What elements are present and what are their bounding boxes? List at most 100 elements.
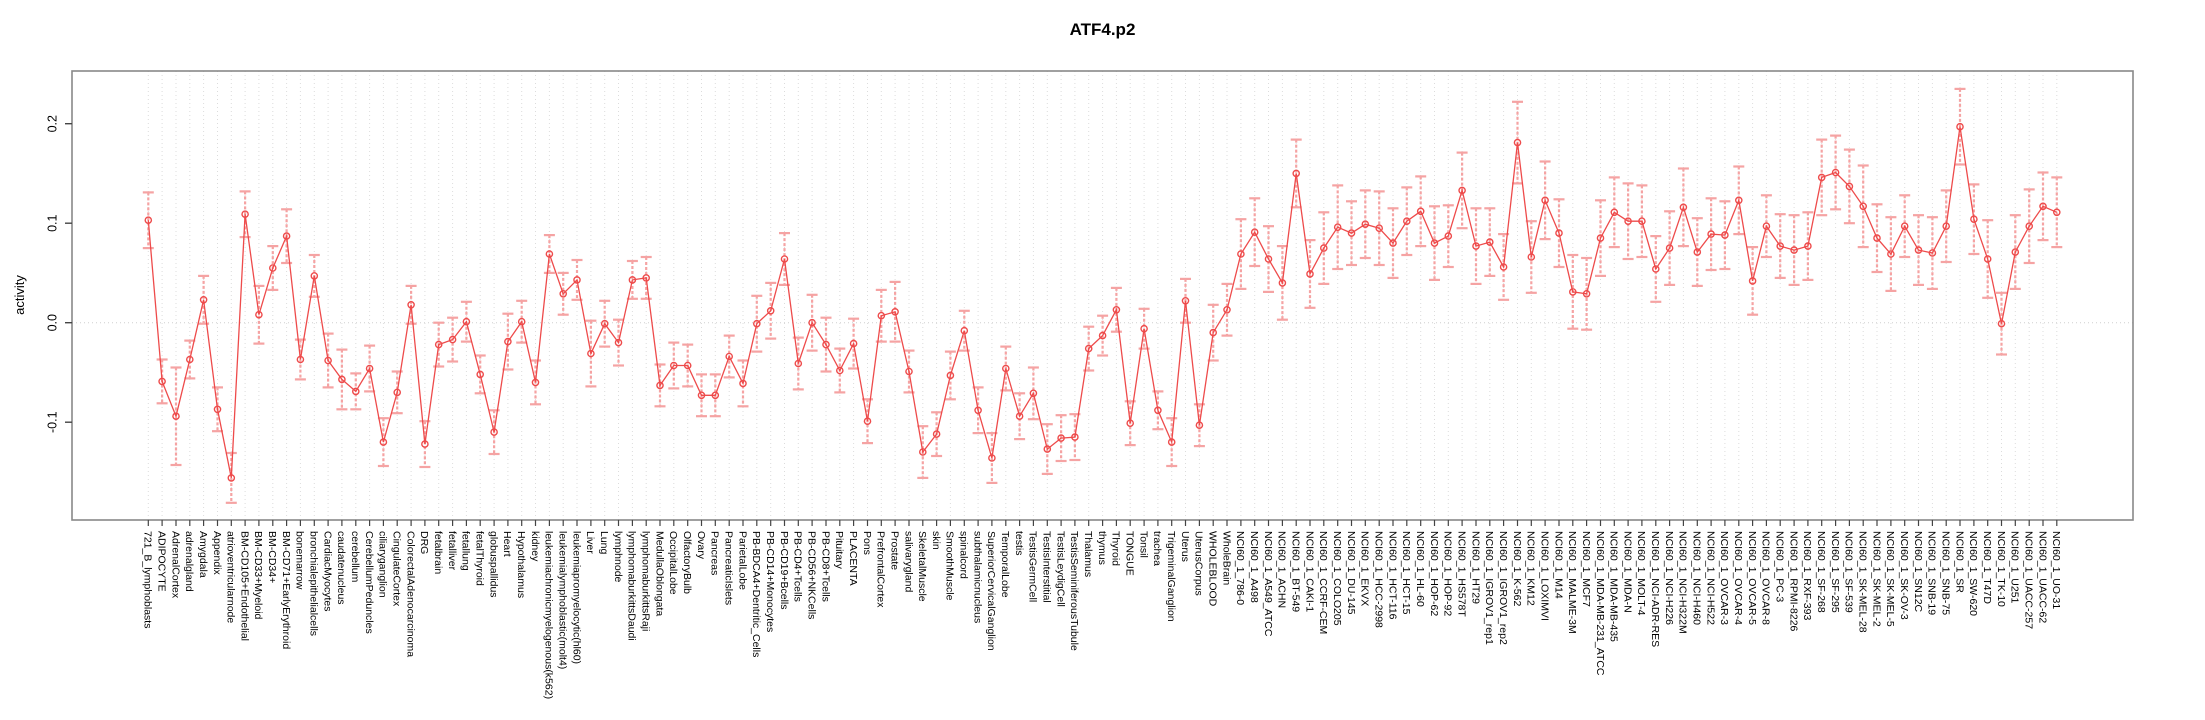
- data-point: [144, 216, 153, 224]
- data-point: [1029, 389, 1038, 398]
- error-bar: [1097, 314, 1109, 357]
- error-bar: [1401, 186, 1413, 257]
- data-point: [1513, 138, 1522, 147]
- data-point: [1361, 220, 1370, 228]
- x-category-label: NCI60_1_A498: [1248, 531, 1260, 603]
- data-point: [1084, 344, 1093, 353]
- x-category-label: BM-CD105+Endothelial: [238, 531, 250, 641]
- error-bar: [1982, 219, 1994, 299]
- data-point: [1582, 289, 1591, 298]
- x-category-label: leukemiapromyelocytic(hl60): [570, 531, 582, 664]
- data-point: [849, 339, 858, 348]
- data-point: [1735, 196, 1743, 205]
- data-point: [1002, 364, 1010, 373]
- data-point: [365, 364, 374, 373]
- x-category-label: NCI60_1_SK-MEL-2: [1870, 531, 1882, 627]
- x-category-label: NCI60_1_HOP-92: [1442, 531, 1454, 616]
- series-line: [147, 126, 2058, 479]
- x-category-label: PB-CD14+Monocytes: [764, 531, 776, 632]
- data-point: [338, 375, 346, 384]
- error-bar: [184, 339, 196, 380]
- error-bar: [1539, 160, 1551, 241]
- data-point: [1375, 224, 1383, 232]
- data-point: [960, 326, 969, 335]
- x-category-label: NCI60_1_MDA-MB-231_ATCC: [1594, 531, 1606, 676]
- x-category-label: NCI60_1_U251: [2009, 531, 2021, 604]
- x-category-label: 721_B_lymphoblasts: [142, 531, 154, 628]
- data-point: [1652, 265, 1660, 273]
- data-point: [836, 366, 844, 375]
- error-bar: [1913, 214, 1924, 286]
- error-bar: [1719, 200, 1731, 271]
- error-bar: [1415, 175, 1427, 248]
- x-category-label: NCI60_1_HCT-116: [1386, 531, 1398, 620]
- x-category-label: BM-CD33+Myeloid: [252, 531, 264, 620]
- x-category-label: NCI60_1_HS578T: [1455, 531, 1467, 617]
- x-category-label: NCI60_1_BT-549: [1290, 531, 1302, 612]
- x-category-label: NCI60_1_LOXIMVI: [1538, 531, 1550, 621]
- data-point: [1333, 223, 1342, 231]
- data-point: [974, 406, 982, 415]
- data-point: [1762, 222, 1771, 230]
- data-point: [1015, 412, 1024, 421]
- data-point: [1486, 238, 1494, 246]
- data-point: [628, 276, 637, 284]
- x-category-label: NCI60_1_OVCAR-8: [1760, 531, 1772, 625]
- data-point: [725, 352, 734, 361]
- data-point: [1721, 231, 1729, 239]
- x-category-label: NCI60_1_A549_ATCC: [1262, 531, 1274, 637]
- error-bar: [1871, 203, 1883, 274]
- error-bar: [2037, 171, 2049, 242]
- x-category-label: ParietalLobe: [736, 531, 748, 590]
- error-bar: [460, 300, 472, 343]
- data-point: [1859, 202, 1867, 211]
- data-point: [2025, 222, 2033, 230]
- x-category-label: cerebellum: [349, 531, 361, 583]
- data-point: [241, 210, 249, 218]
- error-bar: [474, 354, 486, 395]
- data-point: [1596, 234, 1605, 242]
- x-category-label: NCI60_1_SW-620: [1967, 531, 1979, 616]
- data-point: [1748, 277, 1757, 285]
- x-category-label: NCI60_1_UACC-257: [2023, 531, 2035, 629]
- x-category-label: ADIPOCYTE: [155, 531, 167, 592]
- data-point: [1306, 270, 1314, 278]
- error-bar: [405, 284, 417, 325]
- x-category-label: BM-CD34+: [266, 531, 278, 583]
- data-point: [379, 438, 388, 446]
- data-point: [213, 405, 222, 414]
- x-category-label: TestisSeminiferousTubule: [1068, 531, 1080, 651]
- error-bar: [543, 234, 555, 274]
- x-category-label: skin: [930, 531, 942, 550]
- x-category-label: spinalcord: [958, 531, 970, 579]
- x-category-label: PB-CD56+NKCells: [805, 531, 817, 619]
- data-point: [268, 264, 277, 272]
- x-category-label: UterusCorpus: [1193, 531, 1205, 596]
- x-category-label: NCI60_1_HL-60: [1414, 531, 1426, 607]
- x-category-label: CerebellumPeduncles: [363, 531, 375, 634]
- x-category-label: Prostate: [888, 531, 900, 570]
- x-category-label: Pancreas: [709, 531, 721, 575]
- data-point: [1264, 255, 1273, 263]
- data-point: [158, 377, 166, 386]
- x-category-label: NCI60_1_CAKI-1: [1303, 531, 1315, 612]
- y-tick-label: 0.0: [45, 314, 59, 331]
- x-category-label: NCI60_1_HCT-15: [1400, 531, 1412, 615]
- x-category-label: NCI60_1_IGROV1_rep2: [1497, 531, 1509, 645]
- x-category-label: PB-BDCA4+Dentritic_Cells: [750, 531, 762, 657]
- x-category-label: Liver: [584, 531, 596, 554]
- x-category-label: NCI60_1_KM12: [1525, 531, 1537, 606]
- error-bar: [1802, 211, 1814, 281]
- data-point: [739, 379, 747, 388]
- data-point: [656, 381, 664, 390]
- data-point: [670, 361, 678, 370]
- data-point: [753, 319, 761, 328]
- data-point: [393, 388, 402, 397]
- x-category-label: WholeBrain: [1220, 531, 1232, 585]
- x-category-label: PB-CD8+Tcells: [819, 531, 831, 602]
- data-point: [282, 232, 291, 240]
- x-category-label: TestisGermCell: [1027, 531, 1039, 602]
- x-category-label: NCI60_1_SK-OV-3: [1898, 531, 1910, 620]
- x-category-label: NCI60_1_NCI-ADR-RES: [1649, 531, 1661, 647]
